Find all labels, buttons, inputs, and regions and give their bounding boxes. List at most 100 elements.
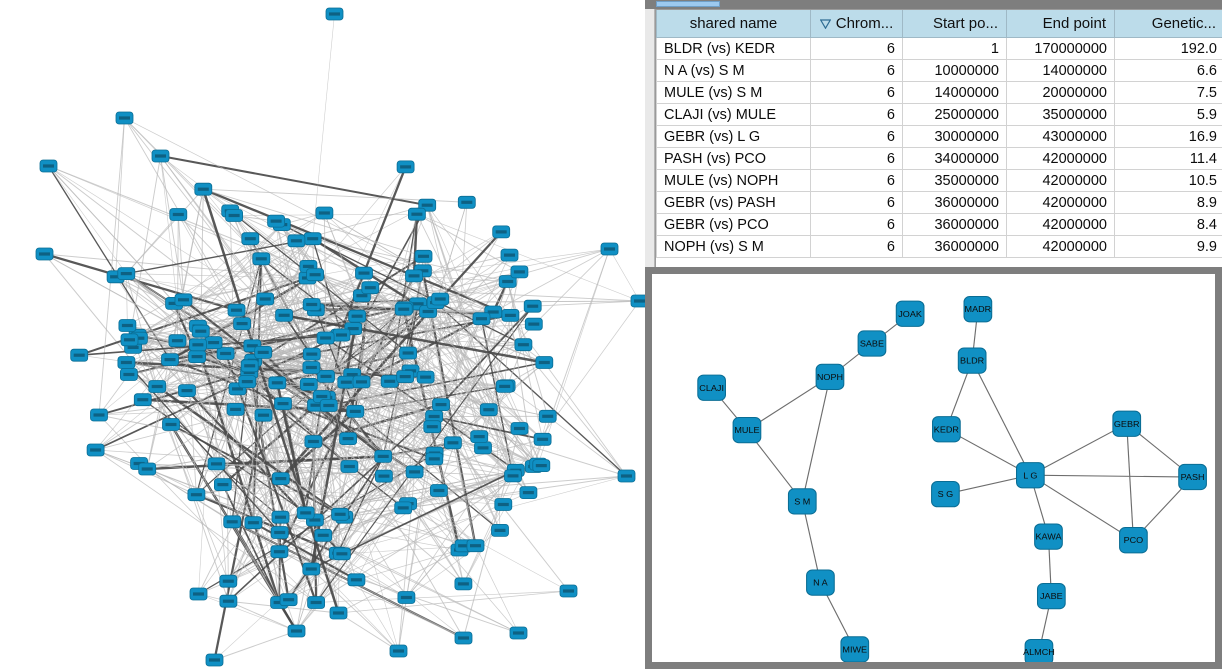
node-shape[interactable] [931, 481, 960, 508]
main-network-edge[interactable] [352, 328, 404, 508]
cell-chromosome[interactable]: 6 [810, 191, 903, 214]
node-shape[interactable] [840, 636, 870, 662]
main-network-edge[interactable] [128, 224, 282, 375]
main-network-edge[interactable] [177, 340, 514, 477]
main-network-edge[interactable] [354, 275, 415, 412]
main-network-edge[interactable] [160, 155, 428, 207]
main-network-edge[interactable] [48, 165, 237, 311]
main-network-edge[interactable] [44, 253, 308, 279]
main-network-edge[interactable] [183, 238, 251, 300]
main-network-edge[interactable] [253, 359, 480, 437]
cell-end_point[interactable]: 43000000 [1006, 125, 1115, 148]
network-node-almch[interactable]: ALMCH [1023, 638, 1055, 662]
node-shape[interactable] [932, 416, 961, 443]
main-network-edge[interactable] [280, 416, 435, 479]
main-network-edge[interactable] [512, 300, 640, 477]
main-network-edge[interactable] [315, 305, 534, 603]
main-network-edge[interactable] [128, 374, 341, 515]
table-row[interactable]: GEBR (vs) PASH 6 36000000 42000000 8.9 [656, 191, 1222, 214]
edge-table-body[interactable]: BLDR (vs) KEDR 6 1 170000000 192.0 N A (vs) S… [656, 37, 1222, 258]
network-node-pco[interactable]: PCO [1119, 527, 1148, 554]
cell-start_point[interactable]: 30000000 [902, 125, 1007, 148]
main-network-edge[interactable] [48, 165, 285, 316]
node-shape[interactable] [957, 347, 987, 374]
cell-genetic[interactable]: 5.9 [1114, 103, 1222, 126]
main-network-edge[interactable] [231, 404, 442, 523]
main-network-edge[interactable] [370, 287, 640, 302]
main-network-edge[interactable] [357, 315, 524, 346]
network-node-jabe[interactable]: JABE [1036, 583, 1066, 610]
main-network-edge[interactable] [404, 307, 505, 387]
subnetwork-edge[interactable] [971, 360, 1031, 476]
cell-shared_name[interactable]: MULE (vs) S M [656, 81, 811, 104]
cell-chromosome[interactable]: 6 [810, 37, 903, 60]
main-network-edge[interactable] [406, 469, 517, 598]
main-network-edge[interactable] [139, 463, 281, 479]
main-network-edge[interactable] [406, 404, 442, 598]
main-network-edge[interactable] [115, 117, 125, 277]
main-network-edge[interactable] [533, 248, 610, 467]
main-network-edge[interactable] [235, 408, 476, 547]
main-network-edge[interactable] [440, 318, 482, 405]
main-network-edge[interactable] [115, 276, 281, 518]
main-network-edge[interactable] [323, 212, 328, 398]
main-network-edge[interactable] [311, 281, 508, 355]
cell-chromosome[interactable]: 6 [810, 147, 903, 170]
table-row[interactable]: BLDR (vs) KEDR 6 1 170000000 192.0 [656, 37, 1222, 60]
cell-start_point[interactable]: 10000000 [902, 59, 1007, 82]
edge-table-panel[interactable]: shared name Chrom... Start po... End poi… [645, 0, 1222, 267]
cell-shared_name[interactable]: GEBR (vs) L G [656, 125, 811, 148]
sort-descending-icon[interactable] [819, 16, 832, 33]
main-network-edge[interactable] [197, 344, 404, 509]
main-network-edge[interactable] [324, 212, 494, 313]
main-network-edge[interactable] [382, 214, 418, 457]
main-network-edge[interactable] [321, 396, 476, 546]
node-shape[interactable] [732, 416, 762, 444]
cell-shared_name[interactable]: CLAJI (vs) MULE [656, 103, 811, 126]
cell-genetic[interactable]: 9.9 [1114, 235, 1222, 258]
table-row[interactable]: MULE (vs) NOPH 6 35000000 42000000 10.5 [656, 169, 1222, 192]
network-node-madr[interactable]: MADR [963, 296, 993, 323]
main-network-edge[interactable] [543, 362, 627, 477]
main-network-edge[interactable] [160, 155, 184, 300]
subnetwork-edge[interactable] [801, 376, 831, 502]
main-network-edge[interactable] [435, 302, 627, 477]
main-network-edge[interactable] [404, 376, 534, 467]
main-network-edge[interactable] [275, 221, 313, 355]
cell-genetic[interactable]: 7.5 [1114, 81, 1222, 104]
main-network-edge[interactable] [214, 458, 435, 661]
cell-start_point[interactable]: 1 [902, 37, 1007, 60]
main-network-edge[interactable] [227, 522, 254, 602]
main-network-edge[interactable] [126, 238, 313, 275]
cell-start_point[interactable]: 36000000 [902, 213, 1007, 236]
main-network-edge[interactable] [229, 210, 433, 427]
main-network-edge[interactable] [312, 238, 508, 282]
cell-end_point[interactable]: 42000000 [1006, 147, 1115, 170]
cell-genetic[interactable]: 11.4 [1114, 147, 1222, 170]
main-network-edge[interactable] [213, 271, 520, 344]
main-network-edge[interactable] [363, 272, 504, 505]
network-node-bldr[interactable]: BLDR [957, 347, 987, 374]
main-network-edge[interactable] [310, 315, 359, 570]
main-network-edge[interactable] [235, 409, 254, 523]
main-network-edge[interactable] [282, 403, 350, 467]
main-network-edge[interactable] [170, 424, 280, 603]
main-network-edge[interactable] [278, 492, 529, 603]
main-network-edge[interactable] [416, 213, 640, 302]
network-node-claji[interactable]: CLAJI [697, 374, 727, 401]
network-node-gebr[interactable]: GEBR [1112, 410, 1142, 437]
cell-start_point[interactable]: 25000000 [902, 103, 1007, 126]
network-node-noph[interactable]: NOPH [815, 363, 845, 390]
cell-start_point[interactable]: 14000000 [902, 81, 1007, 104]
main-network-edge[interactable] [452, 202, 468, 443]
cell-end_point[interactable]: 42000000 [1006, 191, 1115, 214]
network-node-mule[interactable]: MULE [732, 416, 762, 444]
table-row[interactable]: N A (vs) S M 6 10000000 14000000 6.6 [656, 59, 1222, 82]
table-row[interactable]: GEBR (vs) L G 6 30000000 43000000 16.9 [656, 125, 1222, 148]
main-network-edge[interactable] [177, 214, 313, 355]
main-network-edge[interactable] [338, 590, 569, 614]
column-header-end-point[interactable]: End point [1006, 10, 1115, 38]
main-network-edge[interactable] [198, 342, 214, 595]
node-shape[interactable] [1024, 638, 1054, 662]
main-network-edge[interactable] [214, 630, 297, 661]
